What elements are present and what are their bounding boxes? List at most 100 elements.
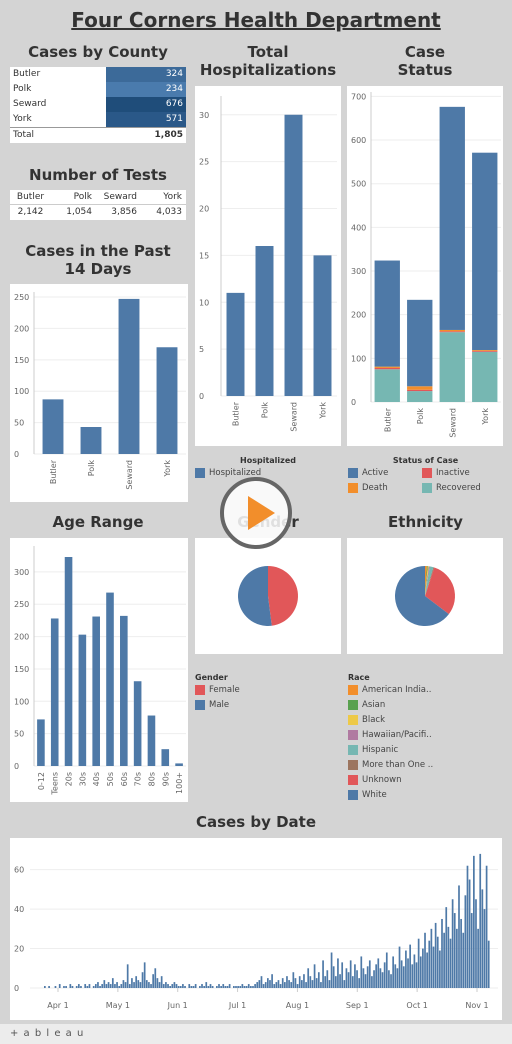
legend-item[interactable]: Hawaiian/Pacifi..: [348, 727, 503, 742]
legend-label: Female: [209, 684, 240, 695]
pie-slice: [425, 566, 430, 596]
bar: [284, 114, 303, 396]
bar: [199, 986, 201, 988]
legend-item[interactable]: Active: [348, 465, 422, 480]
x-tick-label: 40s: [92, 772, 101, 786]
bar: [483, 909, 486, 988]
legend-swatch: [348, 467, 358, 478]
legend-swatch: [422, 482, 432, 493]
bar: [262, 984, 265, 988]
bar: [330, 952, 333, 988]
bar-segment: [407, 391, 433, 402]
county-label: Polk: [10, 82, 106, 97]
bar: [71, 986, 74, 988]
bar: [258, 980, 261, 988]
bar: [439, 950, 441, 988]
legend-item[interactable]: Hispanic: [348, 742, 503, 757]
legend-item[interactable]: Death: [348, 480, 422, 495]
bar: [317, 972, 320, 988]
bar: [415, 962, 418, 988]
bar: [101, 984, 104, 988]
bar: [434, 922, 437, 988]
play-button[interactable]: [220, 477, 292, 549]
cases-by-date-chart: 0 20 40 60 Apr 1 May 1 Jun 1 Jul 1 Aug 1 Sep 1 Oct…: [10, 838, 502, 1020]
legend-item[interactable]: Unknown: [348, 772, 503, 787]
bar: [417, 938, 420, 988]
bar: [309, 976, 312, 988]
bar: [283, 982, 286, 988]
legend-item[interactable]: Male: [195, 697, 341, 712]
bar: [75, 986, 78, 988]
y-tick-label: 100: [14, 387, 29, 396]
bar: [311, 980, 314, 988]
legend-swatch: [348, 482, 358, 493]
bar: [326, 970, 329, 988]
bar: [430, 928, 433, 988]
bar: [190, 986, 193, 988]
x-tick-label: Apr 1: [47, 1001, 68, 1010]
bar: [65, 986, 67, 988]
bar: [424, 932, 426, 988]
x-tick-label: 70s: [134, 772, 143, 786]
legend-item[interactable]: Female: [195, 682, 341, 697]
legend-item[interactable]: Recovered: [422, 480, 496, 495]
bar: [281, 978, 284, 988]
x-tick-label: Sep 1: [346, 1001, 369, 1010]
bar: [428, 940, 431, 988]
bar: [135, 976, 138, 988]
legend-item[interactable]: Asian: [348, 697, 503, 712]
legend-swatch: [348, 714, 358, 725]
bar-segment: [472, 351, 498, 402]
bar: [109, 984, 112, 988]
legend-item[interactable]: Black: [348, 712, 503, 727]
tests-value: 2,142: [17, 207, 44, 217]
bar: [298, 976, 301, 988]
y-tick-label: 0: [14, 450, 19, 459]
bar: [69, 984, 72, 988]
bar: [383, 962, 386, 988]
bar: [150, 984, 152, 988]
x-tick-label: Polk: [87, 460, 96, 477]
bar-segment: [439, 106, 465, 330]
y-tick-label: 20: [14, 945, 24, 954]
x-tick-label: York: [319, 402, 328, 420]
bar: [345, 968, 348, 988]
bar: [479, 853, 482, 988]
bar: [84, 984, 87, 988]
bar: [118, 986, 121, 988]
y-tick-label: 150: [14, 356, 29, 365]
legend-item[interactable]: American India..: [348, 682, 503, 697]
bar: [379, 968, 382, 988]
x-tick-label: Oct 1: [406, 1001, 427, 1010]
bar: [106, 592, 114, 766]
legend-label: Unknown: [362, 774, 402, 785]
bar: [296, 984, 299, 988]
x-tick-label: Jun 1: [167, 1001, 188, 1010]
bar: [466, 865, 469, 988]
legend-swatch: [195, 699, 205, 710]
legend-item[interactable]: More than One ..: [348, 757, 503, 772]
bar: [107, 982, 110, 988]
bar: [385, 952, 388, 988]
bar: [334, 976, 337, 988]
bar: [145, 980, 148, 988]
pie-slice: [425, 567, 435, 596]
legend-swatch: [348, 789, 358, 800]
x-tick-label: York: [163, 460, 172, 478]
tableau-logo[interactable]: + a b l e a u: [10, 1028, 85, 1039]
legend-swatch: [348, 729, 358, 740]
bar: [243, 986, 246, 988]
bar: [443, 932, 445, 988]
x-tick-label: 0-12: [37, 772, 46, 790]
bar: [241, 984, 244, 988]
gender-pie-chart: [195, 538, 341, 654]
legend-item[interactable]: Inactive: [422, 465, 496, 480]
bar: [120, 984, 123, 988]
bar: [271, 974, 273, 988]
bar: [226, 986, 229, 988]
bar-segment: [374, 366, 400, 368]
bar: [152, 974, 155, 988]
legend-item[interactable]: Hospitalized: [195, 465, 341, 480]
x-tick-label: 50s: [106, 772, 115, 786]
legend-item[interactable]: White: [348, 787, 503, 802]
